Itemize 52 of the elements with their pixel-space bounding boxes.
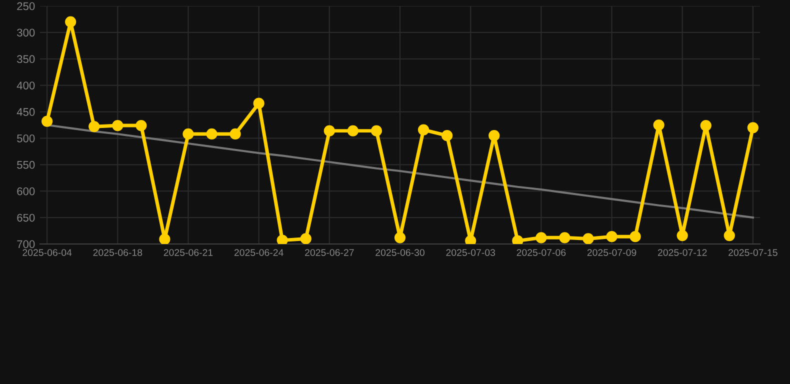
point <box>536 232 547 244</box>
x-tick-label: 2025-07-09 <box>587 249 636 256</box>
point <box>42 116 53 127</box>
point <box>159 234 170 244</box>
point <box>488 130 500 142</box>
point <box>747 122 758 134</box>
point <box>65 16 76 28</box>
x-tick-label: 2025-07-03 <box>446 249 496 256</box>
x-tick-label: 2025-06-30 <box>376 249 424 256</box>
y-tick-label: 450 <box>16 108 35 116</box>
point <box>253 98 264 109</box>
point <box>347 125 358 136</box>
x-tick-label: 2025-06-24 <box>234 249 284 256</box>
x-tick-label: 2025-06-21 <box>164 249 213 256</box>
y-tick-label: 550 <box>17 160 35 169</box>
point <box>653 119 664 131</box>
y-tick-label: 250 <box>17 2 35 10</box>
point <box>136 120 147 132</box>
x-tick-label: 2025-07-12 <box>658 249 707 256</box>
y-tick-label: 500 <box>17 134 35 142</box>
point <box>559 232 570 244</box>
x-tick-label: 2025-07-15 <box>728 249 778 256</box>
point <box>512 235 524 244</box>
point <box>394 232 406 244</box>
point <box>582 233 594 244</box>
point <box>724 230 735 242</box>
point <box>465 235 476 244</box>
y-tick-label: 650 <box>17 214 35 222</box>
point <box>230 128 241 140</box>
x-tick-label: 2025-06-04 <box>22 249 72 256</box>
point <box>370 125 382 136</box>
x-tick-label: 2025-06-27 <box>305 249 354 256</box>
point <box>112 120 124 132</box>
point <box>630 231 641 242</box>
y-tick-label: 400 <box>16 82 35 90</box>
point <box>418 124 430 136</box>
point <box>606 231 618 242</box>
point <box>442 130 453 142</box>
point <box>676 230 688 242</box>
y-tick-label: 350 <box>17 55 35 64</box>
point <box>300 233 312 244</box>
x-tick-label: 2025-07-06 <box>516 249 566 256</box>
y-tick-label: 700 <box>17 240 35 248</box>
y-tick-label: 600 <box>17 187 35 196</box>
point <box>700 120 712 132</box>
point <box>324 125 335 136</box>
x-tick-label: 2025-06-18 <box>93 249 142 256</box>
point <box>88 121 100 132</box>
y-tick-label: 300 <box>17 28 35 37</box>
point <box>206 128 218 140</box>
point <box>182 128 194 140</box>
point <box>276 234 288 244</box>
